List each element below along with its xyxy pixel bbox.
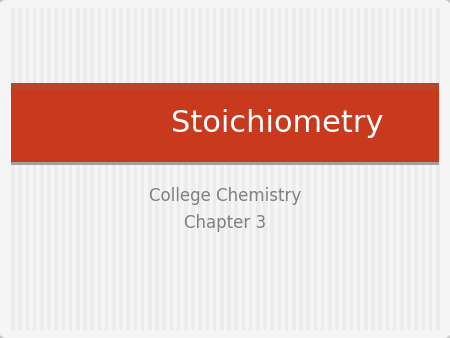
Bar <box>342 8 346 330</box>
Bar <box>299 8 303 330</box>
Bar <box>90 8 94 330</box>
Bar <box>105 8 108 330</box>
Bar <box>11 162 439 165</box>
Bar <box>371 8 375 330</box>
Bar <box>285 8 288 330</box>
Bar <box>54 8 58 330</box>
Bar <box>126 8 130 330</box>
Bar <box>26 8 29 330</box>
Bar <box>112 8 116 330</box>
Bar <box>76 8 80 330</box>
Bar <box>155 8 159 330</box>
Bar <box>98 8 101 330</box>
Bar <box>414 8 418 330</box>
Bar <box>47 8 51 330</box>
Bar <box>184 8 188 330</box>
Bar <box>249 8 252 330</box>
Bar <box>335 8 339 330</box>
Bar <box>321 8 324 330</box>
Text: College Chemistry: College Chemistry <box>149 187 301 205</box>
Text: Chapter 3: Chapter 3 <box>184 214 266 232</box>
Bar <box>62 8 65 330</box>
Bar <box>198 8 202 330</box>
Bar <box>119 8 123 330</box>
Bar <box>11 83 439 90</box>
Bar <box>83 8 87 330</box>
Bar <box>170 8 173 330</box>
Bar <box>227 8 231 330</box>
Bar <box>213 8 216 330</box>
Bar <box>386 8 389 330</box>
Bar <box>220 8 224 330</box>
Bar <box>162 8 166 330</box>
Bar <box>33 8 36 330</box>
Bar <box>328 8 332 330</box>
Bar <box>378 8 382 330</box>
Bar <box>292 8 296 330</box>
Bar <box>364 8 368 330</box>
Bar <box>306 8 310 330</box>
Bar <box>270 8 274 330</box>
Bar <box>263 8 267 330</box>
Bar <box>314 8 317 330</box>
Bar <box>429 8 432 330</box>
Bar <box>400 8 404 330</box>
Bar <box>278 8 281 330</box>
Bar <box>177 8 180 330</box>
Bar <box>18 8 22 330</box>
Bar <box>256 8 260 330</box>
Bar <box>422 8 425 330</box>
Bar <box>357 8 360 330</box>
Bar <box>134 8 137 330</box>
Bar <box>69 8 72 330</box>
Bar <box>436 8 440 330</box>
Bar <box>11 90 439 162</box>
Bar <box>148 8 152 330</box>
Bar <box>242 8 245 330</box>
Bar <box>350 8 353 330</box>
Bar <box>206 8 209 330</box>
Bar <box>11 8 15 330</box>
Bar <box>40 8 44 330</box>
Bar <box>141 8 144 330</box>
Bar <box>191 8 195 330</box>
Bar <box>234 8 238 330</box>
Bar <box>407 8 411 330</box>
Bar <box>393 8 396 330</box>
Text: Stoichiometry: Stoichiometry <box>171 109 383 138</box>
